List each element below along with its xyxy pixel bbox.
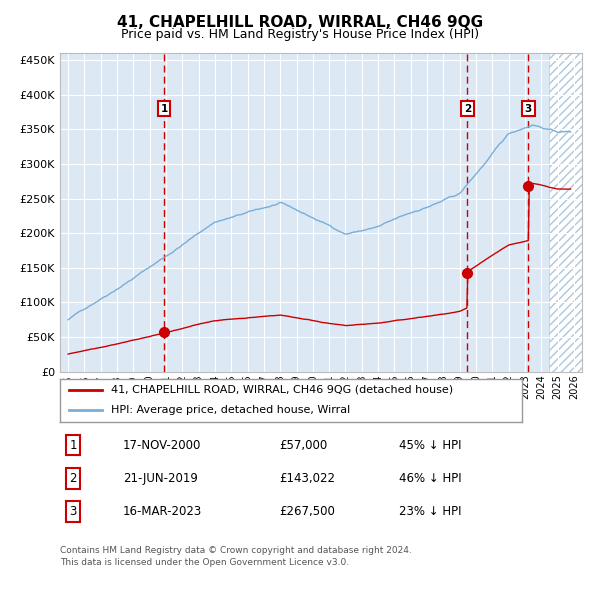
Text: 46% ↓ HPI: 46% ↓ HPI [400,472,462,485]
Text: 41, CHAPELHILL ROAD, WIRRAL, CH46 9QG (detached house): 41, CHAPELHILL ROAD, WIRRAL, CH46 9QG (d… [111,385,453,395]
Text: Contains HM Land Registry data © Crown copyright and database right 2024.: Contains HM Land Registry data © Crown c… [60,546,412,555]
Text: 23% ↓ HPI: 23% ↓ HPI [400,505,462,518]
Text: 2: 2 [70,472,77,485]
Text: £267,500: £267,500 [279,505,335,518]
Text: 21-JUN-2019: 21-JUN-2019 [122,472,197,485]
Bar [550,53,590,372]
Text: 41, CHAPELHILL ROAD, WIRRAL, CH46 9QG: 41, CHAPELHILL ROAD, WIRRAL, CH46 9QG [117,15,483,30]
Text: Price paid vs. HM Land Registry's House Price Index (HPI): Price paid vs. HM Land Registry's House … [121,28,479,41]
Text: 17-NOV-2000: 17-NOV-2000 [122,439,201,452]
Text: £143,022: £143,022 [279,472,335,485]
Text: 1: 1 [70,439,77,452]
Text: This data is licensed under the Open Government Licence v3.0.: This data is licensed under the Open Gov… [60,558,349,567]
Text: £57,000: £57,000 [279,439,328,452]
Text: 45% ↓ HPI: 45% ↓ HPI [400,439,462,452]
Text: 3: 3 [70,505,77,518]
Bar [550,53,590,372]
Text: 16-MAR-2023: 16-MAR-2023 [122,505,202,518]
Text: HPI: Average price, detached house, Wirral: HPI: Average price, detached house, Wirr… [111,405,350,415]
Text: 3: 3 [525,103,532,113]
Text: 1: 1 [160,103,167,113]
Text: 2: 2 [464,103,471,113]
